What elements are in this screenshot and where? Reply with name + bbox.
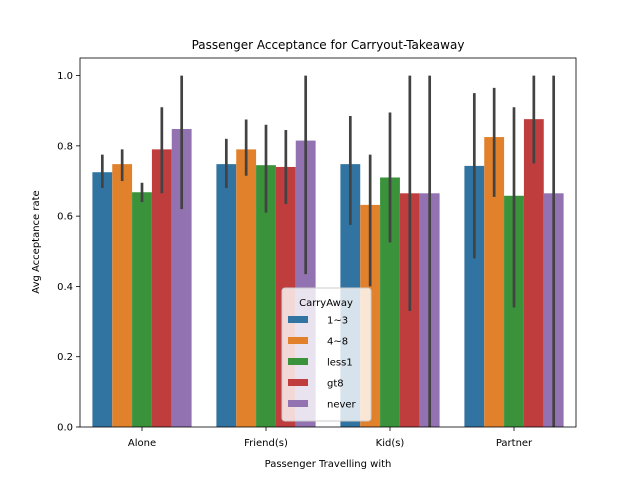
x-tick-label: Kid(s): [376, 438, 405, 449]
bar-never-Alone: [171, 128, 192, 427]
legend: CarryAway 1~3 4~8 less1 gt8 never: [281, 287, 372, 422]
bar-less1-Friend(s): [256, 165, 276, 427]
y-axis: 0.0 0.2 0.4 0.6 0.8 1.0: [57, 71, 80, 434]
errorbars-group: [100, 75, 556, 427]
legend-label-1~3: 1~3: [327, 316, 348, 327]
bar-gt8-Alone: [151, 149, 172, 427]
bar-less1-Alone: [132, 192, 152, 427]
bar-less1-Kid(s): [380, 177, 400, 427]
legend-swatch-4~8: [288, 337, 308, 344]
bar-1~3-Partner: [464, 165, 485, 428]
bar-1~3-Alone: [92, 172, 113, 427]
plot-frame: [79, 57, 577, 428]
x-tick-label: Partner: [496, 438, 533, 449]
bar-4~8-Friend(s): [236, 149, 257, 427]
y-tick-label: 0.0: [57, 423, 73, 434]
legend-label-4~8: 4~8: [327, 337, 348, 348]
bar-gt8-Partner: [523, 119, 544, 428]
legend-title: CarryAway: [299, 298, 353, 309]
legend-swatch-1~3: [288, 316, 308, 323]
x-axis: Alone Friend(s) Kid(s) Partner: [128, 427, 533, 449]
legend-swatch-gt8: [288, 379, 308, 386]
chart-title: Passenger Acceptance for Carryout-Takeaw…: [192, 38, 465, 52]
bar-less1-Partner: [504, 195, 524, 427]
y-axis-label: Avg Acceptance rate: [31, 190, 42, 293]
legend-label-never: never: [327, 400, 357, 411]
legend-swatch-never: [288, 400, 308, 407]
bar-4~8-Partner: [484, 137, 505, 428]
legend-swatch-less1: [288, 358, 308, 365]
bar-4~8-Alone: [112, 164, 133, 428]
legend-label-gt8: gt8: [327, 379, 344, 390]
x-axis-label: Passenger Travelling with: [265, 459, 392, 470]
y-tick-label: 0.4: [57, 282, 73, 293]
x-tick-label: Friend(s): [244, 438, 288, 449]
y-tick-label: 1.0: [57, 71, 73, 82]
y-tick-label: 0.6: [57, 212, 73, 223]
y-tick-label: 0.2: [57, 352, 73, 363]
y-tick-label: 0.8: [57, 141, 73, 152]
x-tick-label: Alone: [128, 438, 156, 449]
legend-label-less1: less1: [327, 358, 353, 369]
bar-1~3-Friend(s): [216, 164, 237, 428]
